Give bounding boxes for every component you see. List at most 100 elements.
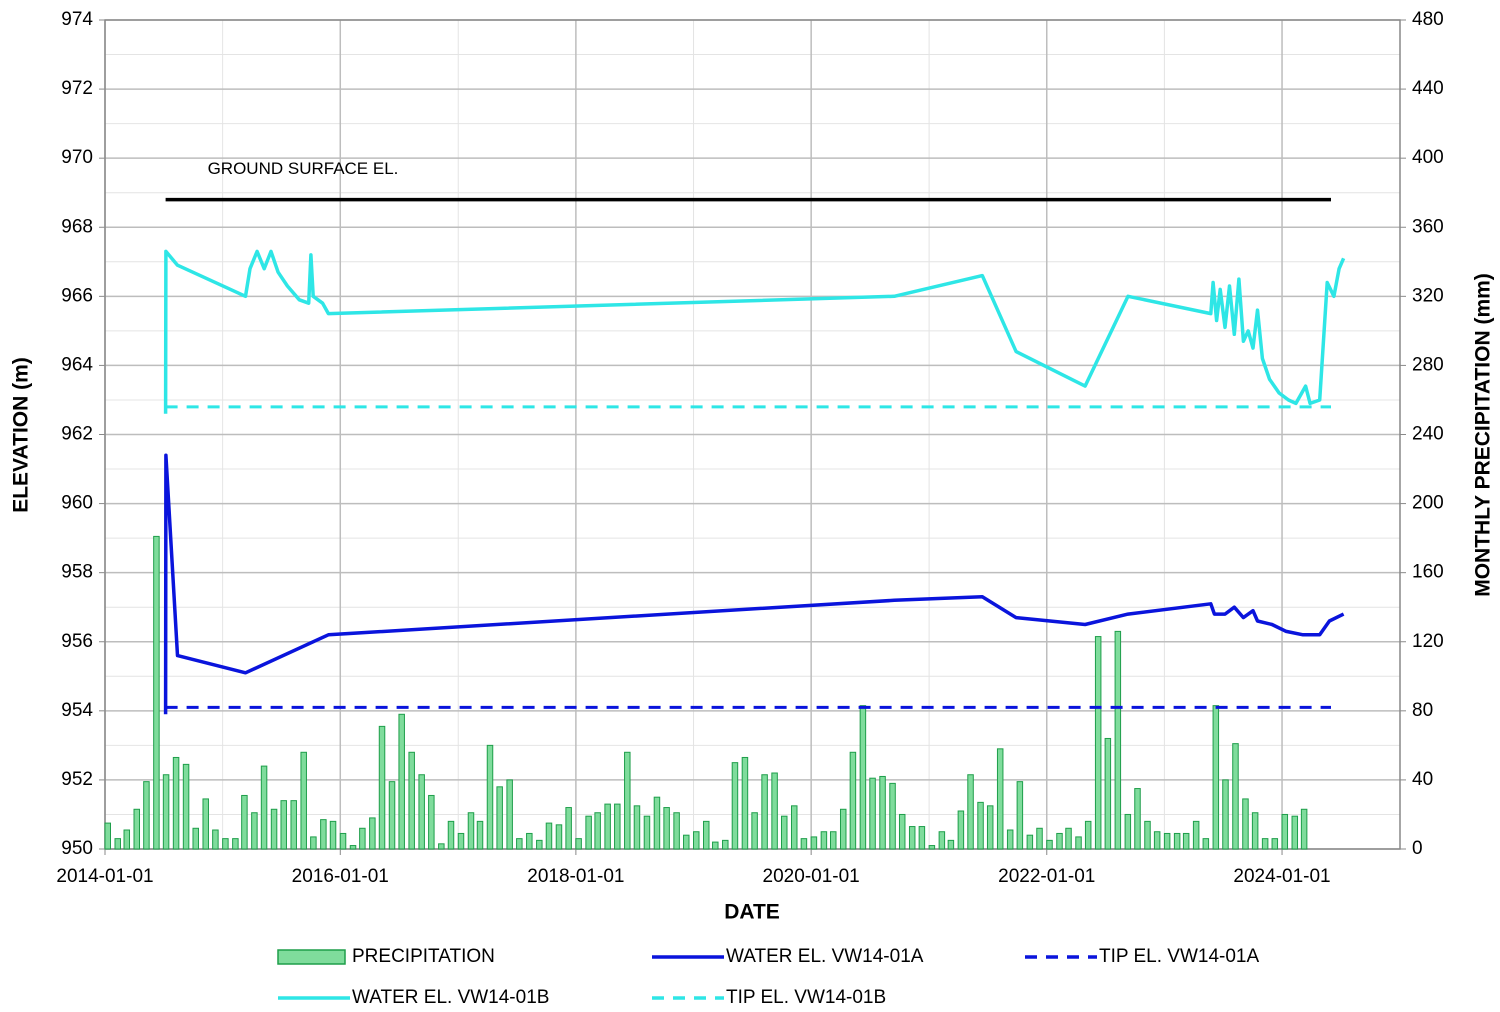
bar bbox=[270, 808, 278, 850]
y-tick-label: 974 bbox=[61, 9, 93, 30]
bar bbox=[624, 751, 631, 850]
bar bbox=[1192, 820, 1200, 850]
bar bbox=[839, 808, 847, 850]
bar bbox=[575, 838, 582, 850]
bar bbox=[260, 765, 268, 850]
bar bbox=[486, 744, 494, 850]
bar bbox=[1114, 630, 1122, 850]
bar bbox=[986, 805, 994, 850]
bar bbox=[614, 803, 621, 850]
bar bbox=[457, 832, 465, 850]
y2-tick-label: 440 bbox=[1412, 78, 1444, 99]
y-tick-label: 970 bbox=[61, 147, 93, 168]
bar bbox=[653, 796, 661, 850]
bar bbox=[447, 820, 455, 850]
y-tick-label: 962 bbox=[61, 424, 93, 445]
bar bbox=[378, 725, 386, 850]
y-tick-label: 964 bbox=[61, 354, 93, 375]
x-tick-label: 2020-01-01 bbox=[763, 866, 860, 887]
legend-label: WATER EL. VW14-01A bbox=[726, 946, 924, 967]
bar bbox=[1271, 838, 1279, 850]
bar bbox=[1056, 832, 1063, 850]
bar bbox=[182, 763, 190, 850]
y-tick-label: 972 bbox=[61, 78, 93, 99]
y2-tick-label: 320 bbox=[1412, 285, 1444, 306]
bar bbox=[800, 838, 808, 850]
bar bbox=[536, 839, 543, 850]
bar bbox=[251, 812, 258, 850]
bar bbox=[967, 774, 974, 850]
bar bbox=[712, 841, 719, 850]
bar bbox=[1046, 839, 1053, 850]
bar bbox=[1232, 743, 1239, 850]
legend-label: TIP EL. VW14-01B bbox=[726, 987, 886, 1008]
bar bbox=[663, 807, 670, 850]
x-tick-label: 2014-01-01 bbox=[56, 866, 153, 887]
bar bbox=[369, 817, 376, 850]
bar bbox=[898, 813, 906, 850]
bar bbox=[1222, 779, 1229, 850]
bar bbox=[418, 774, 425, 850]
y-tick-label: 960 bbox=[61, 493, 93, 514]
bar bbox=[339, 832, 347, 850]
line bbox=[163, 249, 1346, 414]
y2-tick-label: 200 bbox=[1412, 493, 1444, 514]
bar bbox=[143, 781, 150, 850]
bar bbox=[1153, 831, 1161, 850]
bar bbox=[1291, 815, 1299, 850]
bar bbox=[153, 535, 160, 850]
y2-tick-label: 0 bbox=[1412, 838, 1423, 859]
bar bbox=[114, 838, 121, 850]
y-axis-title: ELEVATION (m) bbox=[10, 357, 33, 513]
bar bbox=[771, 772, 778, 850]
bar bbox=[879, 775, 886, 850]
bar bbox=[918, 826, 926, 850]
bar bbox=[1300, 808, 1308, 850]
bar bbox=[947, 839, 955, 850]
bar bbox=[212, 829, 219, 850]
x-tick-label: 2022-01-01 bbox=[998, 866, 1095, 887]
bar bbox=[162, 774, 170, 850]
y-tick-label: 966 bbox=[61, 285, 93, 306]
bar bbox=[1104, 737, 1112, 850]
bar bbox=[300, 751, 307, 850]
bar bbox=[790, 805, 798, 850]
bar bbox=[731, 762, 739, 850]
bar bbox=[1144, 820, 1151, 850]
bar bbox=[280, 800, 287, 850]
bar bbox=[1084, 820, 1092, 850]
y-tick-label: 950 bbox=[61, 838, 93, 859]
bar bbox=[222, 838, 229, 850]
bar bbox=[516, 838, 523, 850]
bar bbox=[781, 815, 788, 850]
legend-swatch bbox=[277, 949, 346, 965]
bar bbox=[555, 824, 563, 850]
y-tick-label: 952 bbox=[61, 769, 93, 790]
bar bbox=[526, 832, 533, 850]
bar bbox=[820, 831, 828, 850]
y2-tick-label: 120 bbox=[1412, 631, 1444, 652]
bar bbox=[722, 839, 729, 850]
bar bbox=[585, 815, 592, 850]
legend-label: WATER EL. VW14-01B bbox=[352, 987, 549, 1008]
y2-axis-title: MONTHLY PRECIPITATION (mm) bbox=[1472, 273, 1495, 597]
bar bbox=[693, 831, 700, 850]
bar bbox=[359, 827, 366, 850]
bar bbox=[1173, 832, 1181, 850]
y-tick-label: 956 bbox=[61, 631, 93, 652]
y2-tick-label: 80 bbox=[1412, 700, 1433, 721]
bar bbox=[889, 782, 896, 850]
bar bbox=[349, 845, 357, 850]
bar bbox=[545, 822, 553, 850]
y2-tick-label: 360 bbox=[1412, 216, 1444, 237]
bar bbox=[859, 705, 867, 850]
bar bbox=[388, 781, 396, 850]
bar bbox=[996, 748, 1004, 850]
y-tick-label: 958 bbox=[61, 562, 93, 583]
bar bbox=[761, 774, 768, 850]
bar bbox=[604, 803, 611, 850]
y2-tick-label: 280 bbox=[1412, 354, 1444, 375]
legend-label: TIP EL. VW14-01A bbox=[1099, 946, 1259, 967]
bar bbox=[594, 812, 601, 850]
bar bbox=[192, 827, 199, 850]
